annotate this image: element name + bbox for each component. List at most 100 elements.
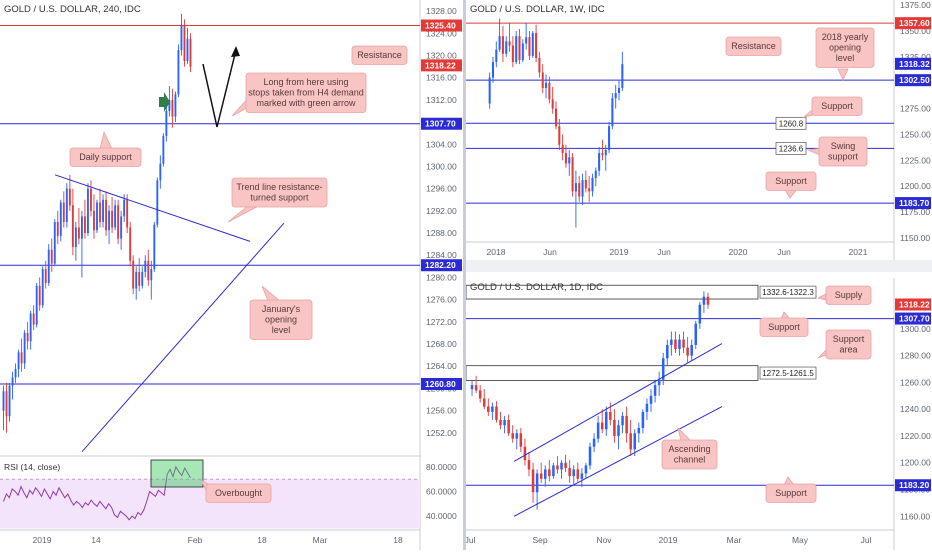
candle-body [129, 227, 132, 261]
note-text: Supply [835, 290, 863, 300]
d-support-note: Support [759, 311, 809, 337]
note-text: opening [265, 315, 297, 325]
time-tick-label: 18 [393, 535, 403, 545]
candle-body [20, 352, 23, 364]
candle-body [8, 385, 11, 417]
candle-body [478, 390, 482, 399]
price-tick-label: 1200.00 [900, 181, 931, 191]
candle-body [491, 62, 495, 78]
note-box [825, 285, 872, 305]
candle-body [5, 391, 8, 417]
candle-body [564, 153, 567, 164]
candle-body [17, 352, 20, 369]
daily-support-note: Daily support [69, 130, 142, 167]
candle-body [111, 210, 114, 228]
candle-body [108, 210, 110, 231]
daily-chart[interactable]: 1320.001300.001280.001260.001240.001220.… [465, 272, 932, 550]
level-tag [421, 117, 462, 130]
h4-chart[interactable]: 1328.001324.001320.001316.001312.001308.… [0, 0, 463, 550]
candle-body [2, 391, 5, 411]
note-text: Long from here using [263, 77, 348, 87]
price-tick-label: 1150.00 [900, 233, 930, 243]
note-text: Trend line resistance- [236, 182, 322, 192]
candle-body [41, 269, 44, 306]
candle-body [572, 469, 575, 477]
weekly-chart[interactable]: 1375.001350.001325.001300.001275.001250.… [466, 0, 932, 262]
candle-body [548, 82, 551, 100]
candle-body [511, 433, 514, 439]
price-tick-label: 1276.00 [426, 295, 457, 305]
candle-body [117, 205, 120, 239]
trend-line-resistance [54, 174, 251, 242]
daily-chart-panel[interactable]: 1320.001300.001280.001260.001240.001220.… [465, 272, 932, 550]
note-box [205, 483, 272, 503]
candle-body [59, 202, 62, 236]
chart-title: GOLD / U.S. DOLLAR, 1D, IDC [470, 282, 603, 293]
price-tick-label: 1252.00 [426, 428, 457, 438]
candle-body [617, 87, 621, 94]
candle-body [576, 469, 580, 479]
price-tick-label: 1175.00 [900, 207, 930, 217]
candle-body [186, 38, 189, 62]
candle-body [588, 446, 592, 466]
candle-body [535, 33, 538, 58]
note-text: Support [821, 101, 853, 111]
price-tick-label: 1260.00 [900, 377, 931, 387]
resistance-note: Resistance [351, 45, 408, 65]
candle-body [150, 269, 153, 281]
level-tag-label: 1183.70 [899, 198, 930, 208]
price-tick-label: 1280.00 [900, 351, 931, 361]
note-box [69, 147, 142, 167]
weekly-chart-panel[interactable]: 1375.001350.001325.001300.001275.001250.… [466, 0, 932, 262]
candle-body [47, 249, 50, 283]
candle-body [598, 153, 601, 171]
candle-body [633, 433, 637, 450]
note-box [231, 177, 328, 208]
time-tick-label: 2018 [487, 247, 506, 257]
h4-chart-panel[interactable]: 1328.001324.001320.001316.001312.001308.… [0, 0, 463, 550]
note-box [245, 72, 367, 113]
candle-body [578, 183, 581, 197]
note-text: level [836, 53, 855, 63]
level-tag-label: 1318.32 [899, 59, 930, 69]
candle-body [515, 433, 519, 439]
note-text: area [839, 345, 857, 355]
candle-body [614, 93, 617, 99]
w-support2-note: Support [765, 171, 817, 199]
candle-body [694, 323, 698, 345]
candle-body [682, 339, 685, 348]
note-box [351, 45, 408, 65]
channel-upper-line [513, 343, 723, 462]
candle-body [560, 462, 563, 470]
zone-rect [465, 284, 759, 300]
level-inline-box [775, 141, 807, 155]
candle-body [531, 33, 534, 56]
price-tick-label: 1316.00 [426, 73, 457, 83]
candle-body [591, 177, 594, 192]
channel-lower-line [513, 406, 723, 517]
level-tag [421, 59, 462, 72]
candle-body [499, 419, 502, 426]
candle-body [123, 199, 126, 217]
candle-body [50, 249, 53, 264]
price-tick-label: 1292.00 [426, 206, 457, 216]
candle-body [159, 163, 162, 181]
rsi-tick-label: 80.0000 [426, 462, 457, 472]
candle-body [552, 465, 555, 477]
time-tick-label: 2020 [729, 247, 748, 257]
candle-body [706, 296, 710, 305]
candle-body [470, 385, 474, 390]
candle-body [584, 180, 587, 189]
note-text: opening [829, 43, 861, 53]
level-tag [895, 74, 931, 87]
candle-body [521, 43, 524, 60]
time-tick-label: Jun [657, 247, 671, 257]
candle-body [56, 221, 59, 236]
price-tick-label: 1320.00 [426, 50, 457, 60]
candle-body [594, 170, 597, 178]
note-text: stops taken from H4 demand [248, 88, 364, 98]
price-tick-label: 1328.00 [426, 6, 457, 16]
